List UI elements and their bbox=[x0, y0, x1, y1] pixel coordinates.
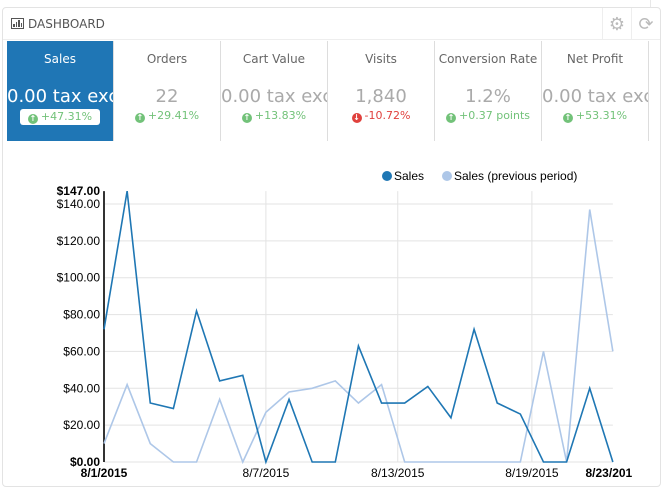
y-max-label: $147.00 bbox=[57, 184, 101, 198]
kpi-title: Net Profit bbox=[542, 52, 648, 68]
kpi-title: Sales bbox=[7, 52, 113, 68]
arrow-up-circle-icon: ↑ bbox=[446, 113, 456, 123]
y-tick-label: $140.00 bbox=[57, 197, 101, 211]
refresh-icon[interactable]: ⟳ bbox=[631, 8, 660, 40]
kpi-net-profit[interactable]: Net Profit 0.00 tax excl. ↑+53.31% bbox=[542, 41, 649, 141]
dashboard-panel: DASHBOARD ⚙ ⟳ Sales 0.00 tax excl. ↑+47.… bbox=[2, 7, 661, 487]
arrow-up-circle-icon: ↑ bbox=[28, 114, 38, 124]
arrow-down-circle-icon: ↓ bbox=[352, 113, 362, 123]
x-tick-label: 8/13/2015 bbox=[371, 466, 425, 480]
arrow-up-circle-icon: ↑ bbox=[563, 113, 573, 123]
kpi-title: Cart Value bbox=[221, 52, 327, 68]
kpi-delta: ↑+13.83% bbox=[221, 109, 327, 123]
kpi-delta-text: +0.37 points bbox=[459, 109, 530, 122]
kpi-delta: ↑+29.41% bbox=[114, 109, 220, 123]
kpi-delta-text: +29.41% bbox=[148, 109, 199, 122]
panel-title: DASHBOARD bbox=[28, 17, 105, 31]
kpi-value: 0.00 tax excl. bbox=[7, 86, 113, 107]
kpi-value: 0.00 tax excl. bbox=[221, 86, 327, 107]
kpi-delta-text: +53.31% bbox=[576, 109, 627, 122]
legend-marker-icon[interactable] bbox=[442, 171, 452, 181]
y-tick-label: $20.00 bbox=[63, 418, 100, 432]
kpi-row: Sales 0.00 tax excl. ↑+47.31%Orders 22 ↑… bbox=[7, 41, 649, 141]
kpi-title: Orders bbox=[114, 52, 220, 68]
y-tick-label: $120.00 bbox=[57, 234, 101, 248]
series-line-previous bbox=[104, 210, 613, 462]
kpi-conversion-rate[interactable]: Conversion Rate 1.2% ↑+0.37 points bbox=[435, 41, 542, 141]
kpi-title: Visits bbox=[328, 52, 434, 68]
x-tick-label: 8/1/2015 bbox=[81, 466, 128, 480]
x-tick-label: 8/19/2015 bbox=[505, 466, 559, 480]
legend-label[interactable]: Sales (previous period) bbox=[454, 169, 577, 183]
legend-marker-icon[interactable] bbox=[382, 171, 392, 181]
kpi-delta-text: -10.72% bbox=[365, 109, 411, 122]
y-tick-label: $60.00 bbox=[63, 344, 100, 358]
kpi-delta: ↓-10.72% bbox=[328, 109, 434, 123]
kpi-delta: ↑+47.31% bbox=[20, 109, 100, 125]
y-tick-label: $80.00 bbox=[63, 308, 100, 322]
series-line-sales bbox=[104, 191, 613, 462]
kpi-delta: ↑+53.31% bbox=[542, 109, 648, 123]
kpi-visits[interactable]: Visits 1,840 ↓-10.72% bbox=[328, 41, 435, 141]
y-tick-label: $100.00 bbox=[57, 271, 101, 285]
bar-chart-icon bbox=[11, 18, 24, 29]
sales-chart: $0.00$20.00$40.00$60.00$80.00$100.00$120… bbox=[1, 161, 665, 501]
kpi-value: 0.00 tax excl. bbox=[542, 86, 648, 107]
x-tick-label: 8/7/2015 bbox=[243, 466, 290, 480]
kpi-delta-text: +13.83% bbox=[255, 109, 306, 122]
kpi-orders[interactable]: Orders 22 ↑+29.41% bbox=[114, 41, 221, 141]
x-tick-label: 8/23/201 bbox=[586, 466, 633, 480]
arrow-up-circle-icon: ↑ bbox=[242, 113, 252, 123]
kpi-delta: ↑+0.37 points bbox=[435, 109, 541, 123]
kpi-sales[interactable]: Sales 0.00 tax excl. ↑+47.31% bbox=[7, 41, 114, 141]
kpi-cart-value[interactable]: Cart Value 0.00 tax excl. ↑+13.83% bbox=[221, 41, 328, 141]
kpi-delta-text: +47.31% bbox=[41, 110, 92, 123]
kpi-title: Conversion Rate bbox=[435, 52, 541, 68]
y-tick-label: $40.00 bbox=[63, 381, 100, 395]
gear-icon[interactable]: ⚙ bbox=[602, 8, 631, 40]
legend-label[interactable]: Sales bbox=[394, 169, 424, 183]
kpi-value: 1,840 bbox=[328, 86, 434, 107]
panel-header: DASHBOARD ⚙ ⟳ bbox=[3, 8, 660, 40]
arrow-up-circle-icon: ↑ bbox=[135, 113, 145, 123]
kpi-value: 1.2% bbox=[435, 86, 541, 107]
kpi-value: 22 bbox=[114, 86, 220, 107]
